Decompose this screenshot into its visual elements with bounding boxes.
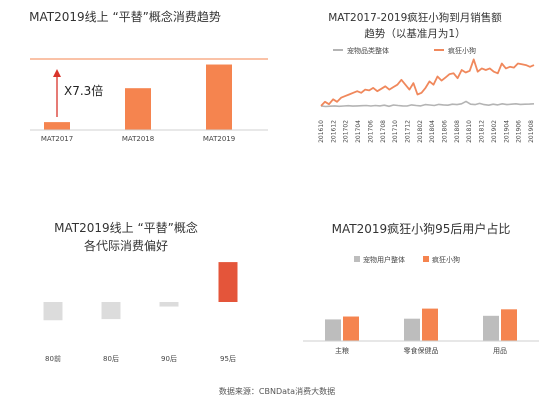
- x-tick-label: 201812: [479, 120, 486, 143]
- category-label: 80前: [45, 354, 61, 363]
- x-tick-label: 201802: [417, 120, 424, 143]
- chart-title-line2: 趋势（以基准月为1）: [364, 27, 465, 40]
- legend-label-pet-users: 宠物用户整体: [363, 255, 405, 264]
- bar-mat2017: [44, 122, 70, 130]
- x-tick-label: 201704: [355, 120, 362, 143]
- bar-crazydog: [343, 316, 359, 341]
- chart-title: MAT2019线上 “平替”概念消费趋势: [29, 9, 221, 24]
- data-source: 数据来源：CBNData消费大数据: [219, 386, 335, 396]
- x-tick-label: 201904: [503, 120, 510, 143]
- bar-generation: [218, 262, 238, 302]
- bar-crazydog: [422, 308, 438, 341]
- chart-title-line1: MAT2017-2019疯狂小狗到月销售额: [328, 11, 502, 24]
- chart-title: MAT2019疯狂小狗95后用户占比: [332, 221, 511, 236]
- x-tick-label: 201712: [404, 120, 411, 143]
- legend-swatch-pet-users: [354, 256, 360, 262]
- legend-label-crazydog: 疯狂小狗: [448, 46, 476, 55]
- chart-title-line1: MAT2019线上 “平替”概念: [54, 220, 198, 235]
- x-tick-label: 201804: [429, 120, 436, 143]
- growth-annotation: X7.3倍: [64, 83, 103, 98]
- x-tick-label: 201908: [528, 120, 535, 143]
- category-label: 95后: [220, 354, 236, 363]
- category-label: MAT2018: [122, 135, 154, 143]
- legend-label-pet: 宠物品类整体: [347, 46, 389, 55]
- x-tick-label: 201808: [454, 120, 461, 143]
- bar-pet-users: [483, 315, 499, 341]
- category-label: 80后: [103, 354, 119, 363]
- panel-95-share: MAT2019疯狂小狗95后用户占比 宠物用户整体 疯狂小狗 主粮 零食保健品 用品: [303, 221, 539, 355]
- x-tick-label: 201902: [491, 120, 498, 143]
- bar-pet-users: [404, 318, 420, 341]
- x-tick-label: 201810: [466, 120, 473, 143]
- panel-trend: MAT2019线上 “平替”概念消费趋势 MAT2017 MAT2018 MAT20…: [29, 9, 268, 143]
- legend-swatch-crazydog: [423, 256, 429, 262]
- series-line-pet-overall: [320, 100, 535, 108]
- category-label: 零食保健品: [404, 346, 439, 355]
- legend-label-crazydog: 疯狂小狗: [432, 255, 460, 264]
- x-tick-label: 201806: [442, 120, 449, 143]
- bar-pet-users: [325, 319, 341, 341]
- category-label: 主粮: [335, 346, 349, 355]
- bar-generation: [101, 302, 121, 320]
- bar-generation: [159, 302, 179, 307]
- category-label: 用品: [493, 347, 507, 355]
- growth-arrow: [53, 69, 61, 117]
- x-tick-label: 201702: [343, 120, 350, 143]
- x-tick-label: 201610: [318, 120, 325, 143]
- bar-mat2018: [125, 88, 151, 130]
- bar-generation: [43, 302, 63, 321]
- x-tick-label: 201706: [367, 120, 374, 143]
- panel-generation: MAT2019线上 “平替”概念 各代际消费偏好 80前 80后 90后 95后: [43, 220, 238, 363]
- category-label: MAT2017: [41, 135, 73, 143]
- series-line-crazydog: [320, 58, 535, 107]
- panel-monthly-sales: MAT2017-2019疯狂小狗到月销售额 趋势（以基准月为1） 宠物品类整体 疯…: [318, 11, 535, 143]
- x-tick-label: 201612: [330, 120, 337, 143]
- x-tick-label: 201708: [380, 120, 387, 143]
- x-tick-label: 201710: [392, 120, 399, 143]
- category-label: 90后: [161, 354, 177, 363]
- category-label: MAT2019: [203, 135, 235, 143]
- bar-crazydog: [501, 309, 517, 341]
- chart-title-line2: 各代际消费偏好: [84, 238, 168, 253]
- arrow-head: [53, 69, 61, 77]
- x-tick-label: 201906: [516, 120, 523, 143]
- bar-mat2019: [206, 64, 232, 130]
